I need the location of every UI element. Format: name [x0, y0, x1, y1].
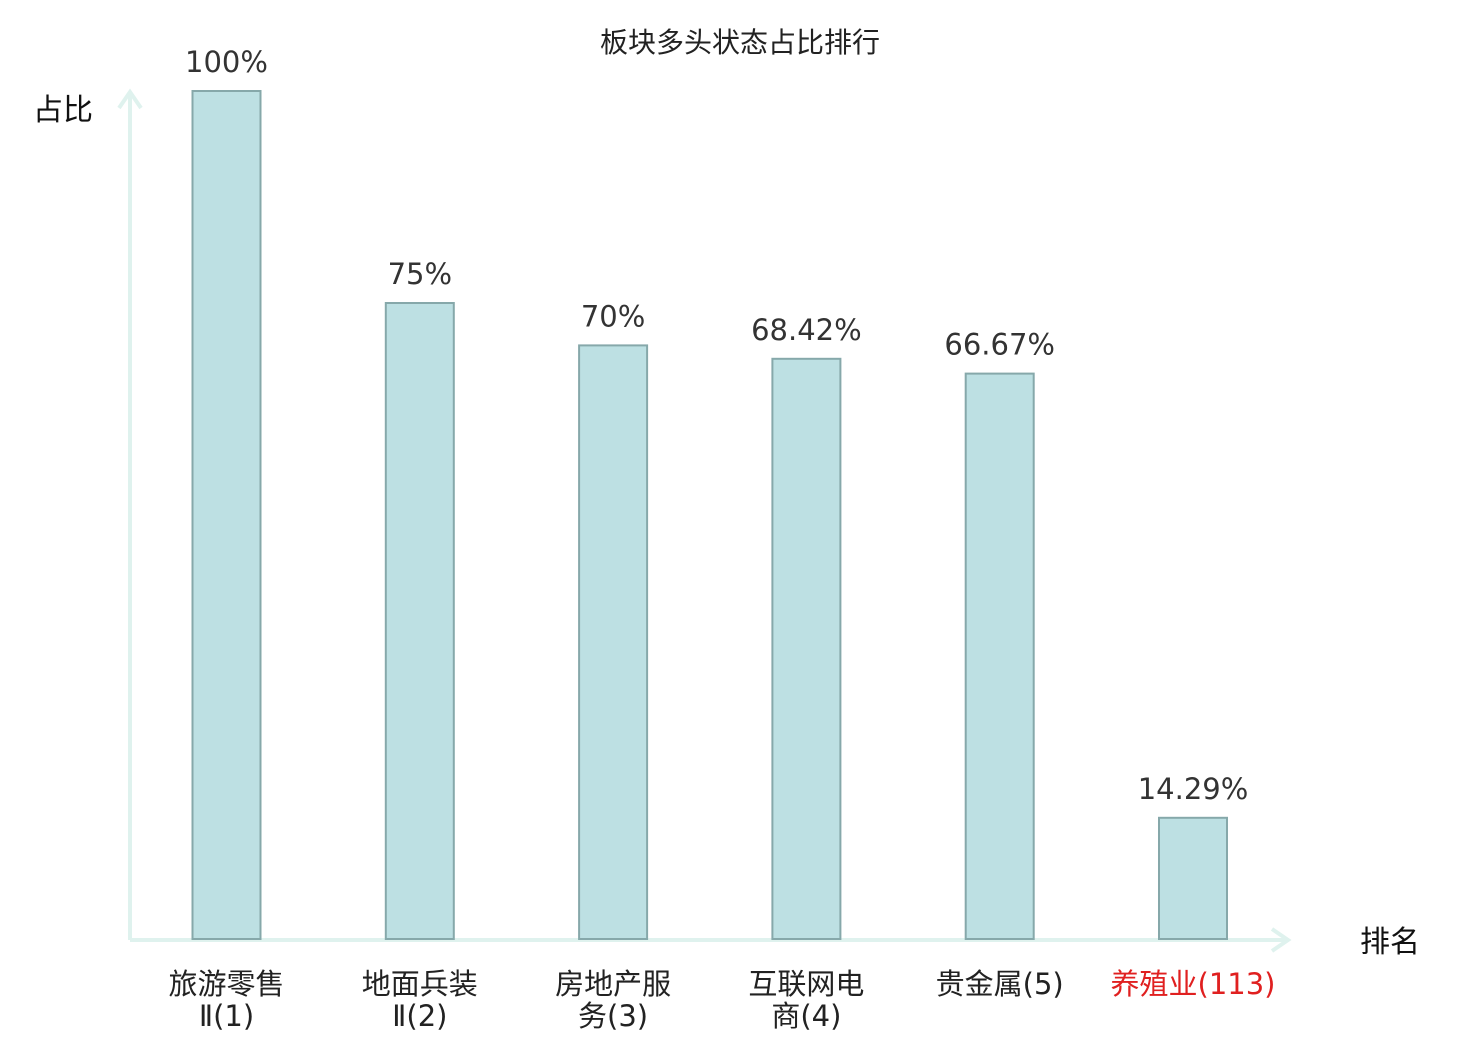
chart-axes — [117, 88, 1292, 953]
x-axis-label: 排名 — [1360, 925, 1420, 960]
y-axis-arrow — [117, 88, 143, 110]
bar-2 — [384, 302, 455, 940]
x-axis-arrow — [1270, 927, 1292, 953]
value-label-2: 75% — [388, 257, 452, 291]
value-label-4: 68.42% — [751, 313, 862, 347]
y-axis-label: 占比 — [33, 93, 93, 128]
value-label-3: 70% — [581, 299, 645, 333]
bar-1 — [191, 90, 262, 940]
bar-5 — [964, 372, 1035, 941]
value-label-5: 66.67% — [944, 328, 1055, 362]
category-label-1: 旅游零售 — [168, 967, 284, 1001]
category-label-3-line2: 务(3) — [578, 999, 648, 1033]
value-label-6: 14.29% — [1138, 772, 1249, 806]
value-label-1: 100% — [185, 45, 268, 79]
bar-3 — [578, 344, 649, 940]
category-label-3: 房地产服 — [555, 967, 671, 1001]
category-label-1-line2: Ⅱ(1) — [199, 999, 254, 1033]
value-labels: 100% 75% 70% 68.42% 66.67% 14.29% — [185, 45, 1248, 806]
bar-series — [191, 90, 1228, 941]
chart-title: 板块多头状态占比排行 — [600, 26, 880, 59]
category-label-4: 互联网电 — [748, 967, 864, 1001]
category-label-2-line2: Ⅱ(2) — [392, 999, 447, 1033]
category-label-2: 地面兵装 — [362, 967, 478, 1001]
category-label-6: 养殖业(113) — [1111, 967, 1276, 1001]
category-label-4-line2: 商(4) — [771, 999, 841, 1033]
category-label-5: 贵金属(5) — [936, 967, 1064, 1001]
bar-6 — [1158, 816, 1228, 940]
bar-4 — [771, 357, 842, 940]
